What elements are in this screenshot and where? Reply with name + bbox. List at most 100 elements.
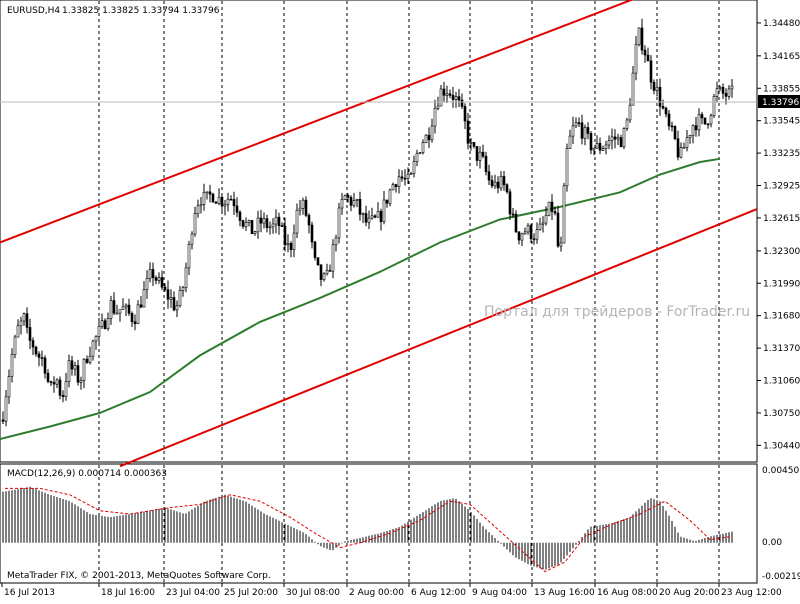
price-plot [0, 0, 758, 468]
price-tick-label: 1.34480 [763, 19, 800, 29]
candle-body [673, 126, 677, 140]
candle-body [514, 213, 518, 233]
candle-body [433, 108, 437, 127]
candle-body [520, 233, 524, 241]
candle-body [331, 244, 335, 272]
candle-body [61, 394, 65, 397]
candle-body [706, 123, 710, 126]
candle-body [286, 243, 290, 246]
candle-body [274, 216, 278, 225]
candle-body [178, 290, 182, 306]
candle-body [511, 213, 515, 216]
candle-body [172, 297, 176, 311]
candle-body [457, 96, 461, 101]
candle-body [412, 161, 416, 174]
candle-body [625, 119, 629, 129]
candle-body [556, 212, 560, 247]
candle-body [532, 238, 536, 241]
candle-body [697, 114, 701, 131]
candle-body [220, 196, 224, 207]
price-tick-label: 1.30750 [763, 409, 800, 419]
candle-body [196, 205, 200, 215]
candle-body [106, 318, 110, 329]
candle-body [610, 136, 614, 141]
candle-body [298, 207, 302, 211]
candle-body [400, 176, 404, 179]
candle-body [589, 133, 593, 151]
candle-body [22, 313, 26, 322]
candle-body [655, 86, 659, 91]
candle-body [142, 289, 146, 308]
candle-body [475, 146, 479, 161]
candle-body [235, 205, 239, 213]
candle-body [94, 336, 98, 342]
price-tick-label: 1.34165 [763, 52, 800, 62]
candle-body [493, 181, 497, 187]
candle-body [649, 60, 653, 83]
candle-body [499, 176, 503, 189]
candle-body [31, 340, 35, 348]
time-tick-label: 23 Jul 04:00 [166, 588, 220, 598]
candle-body [691, 125, 695, 136]
price-tick-label: 1.31990 [763, 279, 800, 289]
price-tick-label: 1.33235 [763, 149, 800, 159]
candle-body [223, 204, 227, 207]
candle-body [133, 321, 137, 325]
candle-body [187, 244, 191, 269]
candle-body [544, 215, 548, 224]
candle-body [181, 287, 185, 291]
candle-body [730, 85, 734, 90]
candle-body [373, 215, 377, 218]
candle-body [394, 184, 398, 188]
candle-body [583, 127, 587, 139]
candle-body [295, 209, 299, 234]
candle-body [199, 204, 203, 207]
candle-body [7, 376, 11, 398]
candle-body [127, 304, 131, 314]
candle-body [337, 207, 341, 239]
candle-body [151, 269, 155, 278]
candle-body [538, 223, 542, 230]
candle-body [496, 181, 500, 189]
candle-body [703, 117, 707, 125]
candle-body [244, 222, 248, 227]
candle-body [601, 148, 605, 151]
candle-body [637, 27, 641, 45]
candle-body [553, 211, 557, 214]
macd-plot [2, 486, 733, 573]
candle-body [517, 231, 521, 241]
time-tick-label: 23 Aug 12:00 [721, 588, 782, 598]
candle-body [124, 304, 128, 308]
channel-lower-line [119, 208, 758, 468]
candle-body [481, 151, 485, 157]
candle-body [49, 381, 53, 383]
candle-body [535, 229, 539, 240]
candle-body [478, 151, 482, 161]
candle-body [427, 134, 431, 141]
price-tick-label: 1.31680 [763, 312, 800, 322]
candle-body [112, 300, 116, 314]
candle-body [421, 142, 425, 153]
candle-body [184, 267, 188, 288]
moving-average-line [0, 157, 721, 440]
candle-body [55, 379, 59, 385]
candle-body [634, 44, 638, 74]
candle-body [541, 222, 545, 225]
candle-body [403, 177, 407, 180]
candle-body [571, 125, 575, 137]
candle-body [358, 199, 362, 215]
time-tick-label: 13 Aug 16:00 [534, 588, 595, 598]
candle-body [154, 277, 158, 281]
candle-body [10, 354, 14, 377]
candle-body [391, 184, 395, 191]
candle-body [163, 286, 167, 291]
time-tick-label: 9 Aug 04:00 [472, 588, 527, 598]
candle-body [712, 96, 716, 117]
price-tick-label: 1.32925 [763, 181, 800, 191]
candle-body [97, 325, 101, 337]
candle-body [304, 199, 308, 216]
candle-body [415, 153, 419, 162]
macd-label: MACD(12,26,9) 0.000714 0.000363 [7, 469, 167, 479]
candle-body [559, 242, 563, 247]
copyright-label: MetaTrader FIX, © 2001-2013, MetaQuotes … [7, 571, 271, 581]
